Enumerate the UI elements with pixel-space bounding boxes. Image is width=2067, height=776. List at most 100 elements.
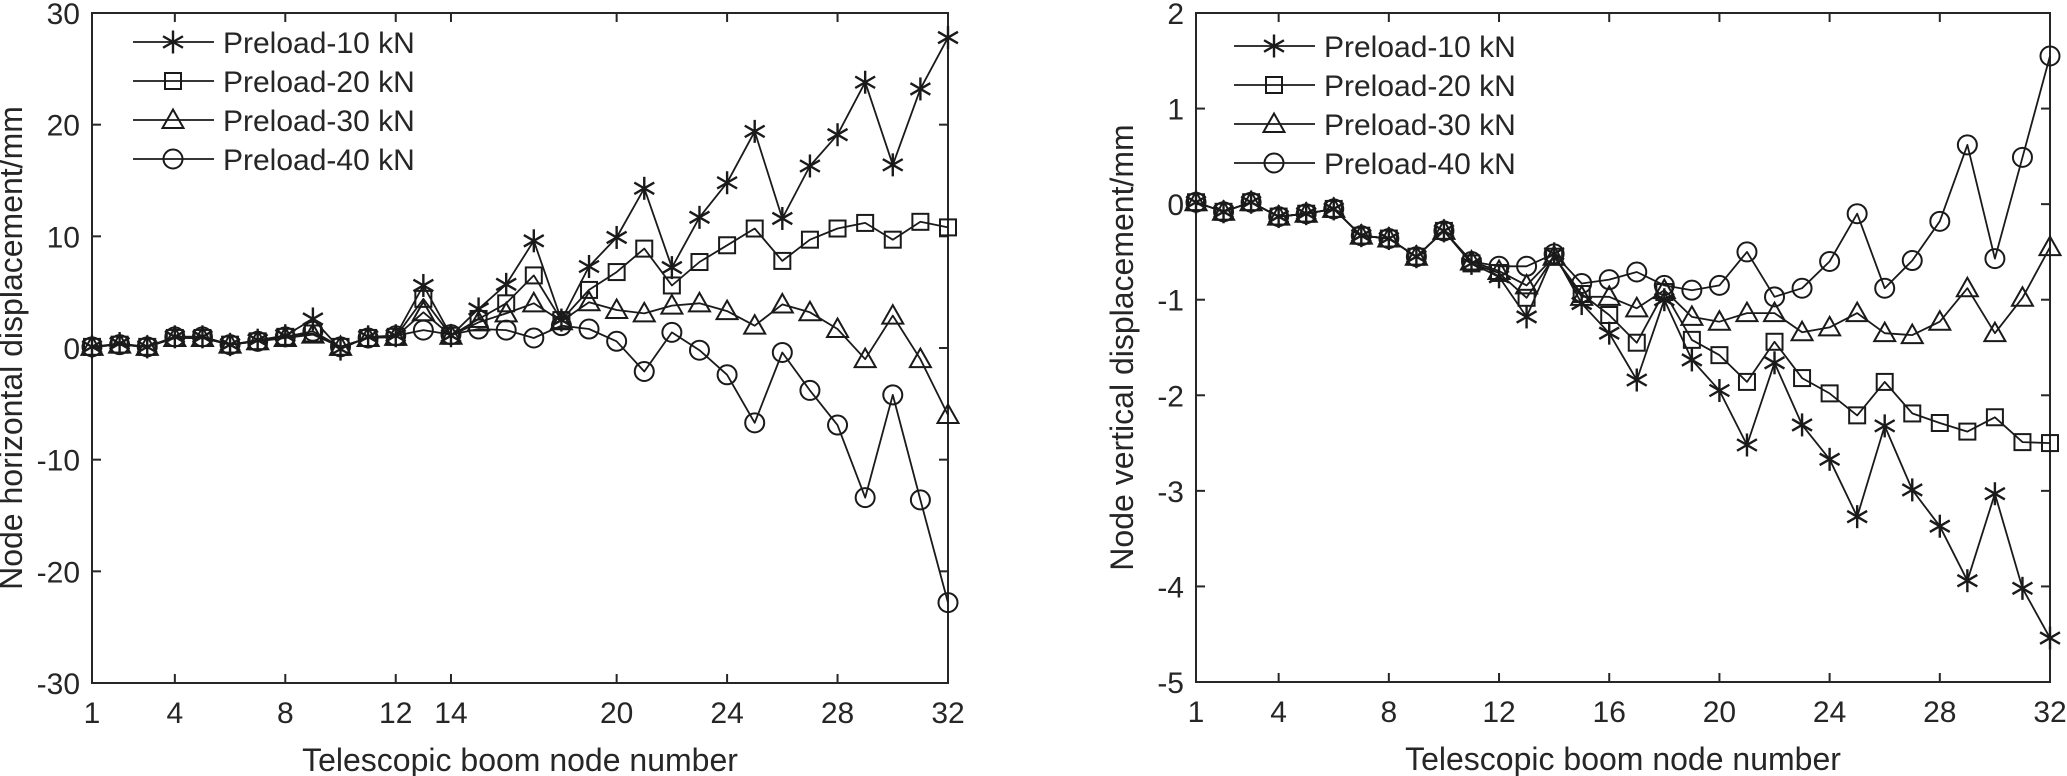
data-point-marker	[1927, 309, 1953, 331]
data-point-marker	[1708, 379, 1730, 403]
data-point-marker	[1653, 274, 1675, 296]
data-point-marker	[1517, 288, 1536, 307]
data-point-marker	[1901, 250, 1923, 272]
data-point-marker	[1295, 203, 1317, 225]
y-tick-label: 20	[47, 110, 80, 143]
data-point-marker	[742, 313, 767, 335]
data-point-marker	[1929, 210, 1951, 232]
data-point-marker	[1762, 300, 1787, 323]
data-point-marker	[1789, 319, 1815, 342]
data-point-marker	[1930, 414, 1949, 433]
data-point-marker	[1710, 346, 1729, 365]
data-point-marker	[2011, 146, 2033, 168]
data-point-marker	[1543, 243, 1565, 265]
data-point-marker	[1349, 223, 1374, 245]
data-point-marker	[1984, 482, 2006, 506]
data-point-marker	[1956, 569, 1978, 593]
x-tick-label: 20	[1703, 696, 1736, 729]
data-point-marker	[688, 205, 711, 229]
data-point-marker	[770, 291, 795, 314]
data-point-marker	[1844, 300, 1870, 323]
data-point-marker	[330, 336, 352, 358]
data-point-marker	[635, 239, 654, 258]
data-point-marker	[661, 321, 683, 343]
data-point-marker	[1791, 277, 1813, 299]
data-point-marker	[1569, 284, 1594, 306]
data-point-marker	[247, 330, 269, 352]
legend-label: Preload-10 kN	[223, 27, 415, 60]
data-point-marker	[191, 326, 213, 348]
y-tick-label: -20	[37, 556, 80, 589]
y-tick-label: -30	[37, 668, 80, 701]
data-point-marker	[1183, 189, 1209, 212]
data-point-marker	[1707, 309, 1732, 331]
data-point-marker	[1875, 372, 1894, 391]
horizontal-displacement-plot: 1 4 8 12 14 20 24 28 323020100-10-20-30Telescopi…	[0, 0, 965, 776]
data-point-marker	[1600, 306, 1619, 325]
legend-label: Preload-40 kN	[1324, 148, 1516, 181]
y-tick-label: 0	[1167, 189, 1184, 222]
data-point-marker	[688, 339, 710, 361]
y-tick-label: 2	[1167, 0, 1184, 31]
series-line-asterisk	[1195, 201, 2051, 639]
legend-label: Preload-40 kN	[223, 144, 415, 177]
data-point-marker	[1459, 248, 1484, 271]
data-point-marker	[854, 487, 876, 509]
data-point-marker	[578, 254, 600, 278]
x-axis-label: Telescopic boom node number	[302, 742, 738, 776]
data-point-marker	[1793, 369, 1812, 388]
data-point-marker	[2039, 45, 2061, 67]
data-point-marker	[2010, 285, 2035, 307]
data-point-marker	[935, 402, 961, 424]
data-point-marker	[1652, 277, 1677, 300]
data-point-marker	[497, 294, 516, 313]
series-line-triangle	[1195, 201, 2051, 337]
data-point-marker	[357, 327, 379, 349]
x-axis-label: Telescopic boom node number	[1405, 741, 1841, 776]
data-point-marker	[632, 300, 657, 323]
data-point-marker	[1764, 286, 1786, 308]
data-point-marker	[1516, 255, 1538, 277]
legend-asterisk-marker	[1263, 34, 1285, 58]
data-point-marker	[1763, 351, 1786, 375]
data-point-marker	[606, 225, 628, 249]
data-point-marker	[580, 280, 599, 299]
y-tick-label: 10	[47, 221, 80, 254]
data-point-marker	[1238, 189, 1264, 212]
data-point-marker	[1679, 304, 1705, 326]
x-tick-label: 16	[1593, 696, 1626, 729]
x-tick-label: 14	[434, 697, 467, 730]
x-tick-label: 28	[821, 697, 854, 730]
data-point-marker	[1404, 244, 1429, 266]
legend-label: Preload-10 kN	[1324, 31, 1516, 64]
legend-triangle-marker	[160, 107, 186, 129]
data-point-marker	[1433, 220, 1455, 242]
data-point-marker	[1846, 203, 1868, 225]
legend-label: Preload-30 kN	[223, 105, 415, 138]
legend-circle-marker	[1263, 152, 1285, 174]
data-point-marker	[1929, 514, 1951, 538]
data-point-marker	[911, 212, 930, 231]
x-tick-label: 32	[931, 697, 964, 730]
data-point-marker	[937, 26, 959, 50]
data-point-marker	[1240, 191, 1262, 213]
x-tick-label: 4	[166, 697, 183, 730]
data-point-marker	[1955, 275, 1980, 298]
data-point-marker	[744, 412, 766, 434]
data-point-marker	[908, 346, 933, 369]
data-point-marker	[716, 171, 738, 195]
data-point-marker	[1958, 422, 1977, 441]
legend-square-marker	[1265, 76, 1283, 94]
data-point-marker	[219, 334, 241, 356]
data-point-marker	[1985, 408, 2004, 427]
data-point-marker	[852, 346, 878, 369]
data-point-marker	[1901, 478, 1923, 502]
data-point-marker	[495, 319, 517, 341]
data-point-marker	[1791, 413, 1813, 437]
legend-label: Preload-20 kN	[1324, 70, 1516, 103]
data-point-marker	[164, 326, 186, 348]
data-point-marker	[2041, 434, 2059, 453]
data-point-marker	[1516, 305, 1538, 329]
data-point-marker	[771, 206, 793, 230]
data-point-marker	[414, 289, 433, 308]
